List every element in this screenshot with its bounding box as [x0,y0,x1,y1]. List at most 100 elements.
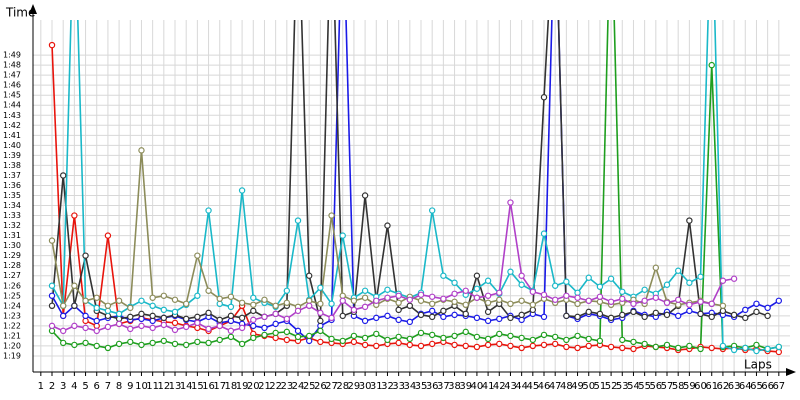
y-tick-label: 1:43 [3,111,21,120]
x-tick-label: 35 [415,381,428,392]
y-tick-label: 1:23 [3,311,21,320]
point [227,293,235,300]
point [82,297,89,304]
point [261,324,268,332]
point [507,314,514,322]
y-tick-label: 1:45 [3,91,21,100]
point [59,312,67,320]
point [496,330,503,338]
point [93,294,100,301]
point [496,296,503,303]
point [294,327,302,335]
point [507,342,514,350]
x-tick-label: 55 [638,381,651,392]
x-tick-label: 15 [191,381,204,392]
point [317,284,324,291]
x-tick-label: 9 [127,381,133,392]
point [182,300,190,308]
point [596,293,604,300]
point [540,291,548,298]
point [384,336,391,344]
x-tick-label: 2 [49,381,55,392]
y-tick-label: 1:41 [3,131,21,140]
x-tick-label: 36 [426,381,439,392]
point [652,264,660,271]
point [272,320,279,328]
point [674,312,682,320]
x-tick-label: 29 [348,381,361,392]
point [686,301,693,309]
point [428,293,436,300]
x-tick-label: 20 [247,381,260,392]
x-tick-label: 1 [38,381,44,392]
point [428,307,436,315]
point [406,318,414,326]
point [182,341,190,349]
y-tick-label: 1:32 [3,221,21,230]
point [708,344,715,352]
y-tick-label: 1:20 [3,341,21,350]
x-tick-label: 24 [292,381,305,392]
point [339,312,346,320]
point [317,327,324,335]
y-tick-label: 1:40 [3,141,21,150]
x-tick-label: 34 [403,381,416,392]
point [194,319,201,327]
point [283,287,291,294]
point [138,147,145,154]
point [697,298,704,306]
x-tick-label: 50 [582,381,595,392]
point [462,328,469,336]
point [663,341,671,349]
x-tick-label: 25 [303,381,316,392]
x-tick-label: 49 [571,381,584,392]
point [563,292,570,299]
point [529,301,537,309]
point [182,323,190,331]
point [171,319,179,327]
point [496,289,503,296]
point [149,294,156,301]
point [540,230,548,237]
point [104,323,112,331]
point [48,322,56,330]
point [350,297,358,304]
point [742,314,749,322]
point [451,332,458,340]
y-tick-label: 1:22 [3,321,21,330]
point [71,302,78,310]
point [484,299,492,307]
x-tick-label: 10 [135,381,148,392]
x-tick-label: 44 [515,381,528,392]
y-axis-arrow [29,4,37,14]
x-tick-label: 40 [471,381,484,392]
point [496,340,503,348]
point [361,317,369,325]
point [115,297,123,304]
point [451,279,458,286]
y-tick-label: 1:42 [3,121,21,130]
point [719,302,727,310]
x-tick-label: 13 [169,381,182,392]
point [674,344,682,352]
point [93,304,100,312]
point [686,307,693,315]
x-tick-label: 45 [526,381,539,392]
point [194,313,201,321]
point [462,301,469,309]
point [473,343,481,351]
point [205,207,212,214]
y-tick-label: 1:37 [3,171,21,180]
point [115,310,123,318]
point [104,232,112,239]
point [272,302,279,310]
point [507,199,514,206]
point [361,334,369,342]
point [428,300,436,308]
x-tick-label: 38 [448,381,461,392]
point [652,343,660,351]
point [551,282,559,289]
point [216,336,223,344]
point [619,311,626,319]
x-tick-label: 17 [213,381,226,392]
